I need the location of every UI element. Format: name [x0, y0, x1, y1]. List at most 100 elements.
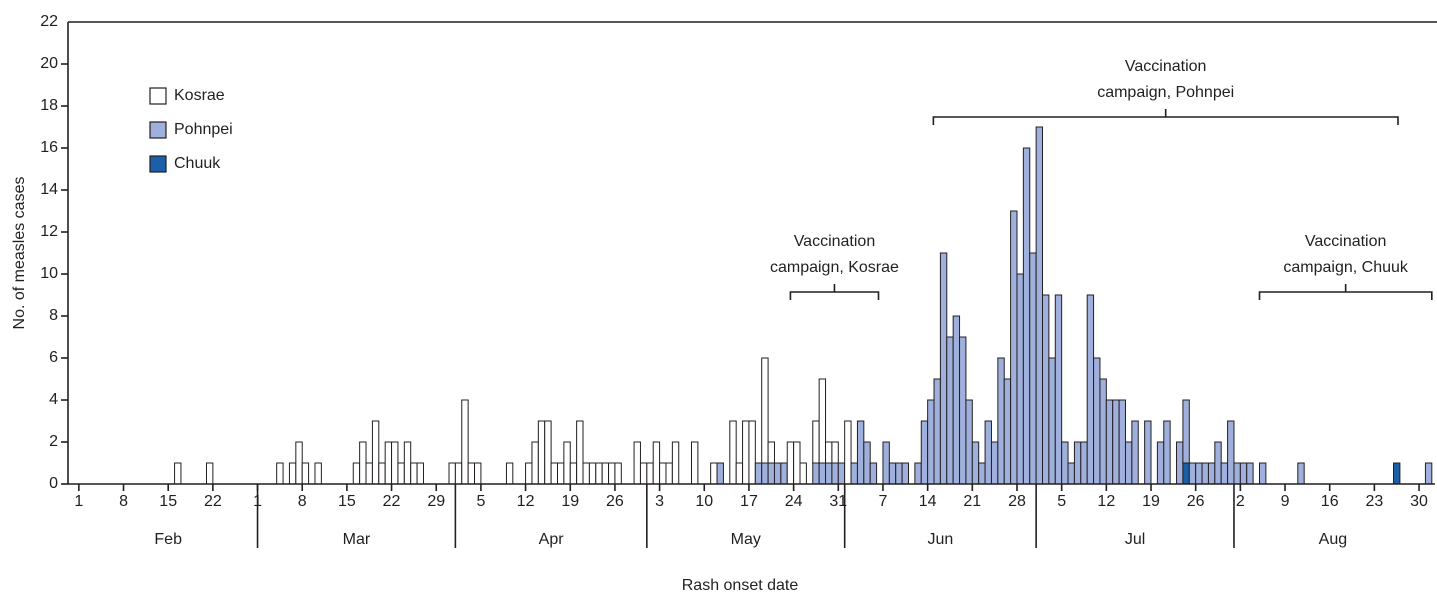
bar-segment — [556, 462, 565, 485]
bar-segment — [914, 462, 922, 485]
bar-segment — [984, 420, 992, 485]
bar-segment — [773, 462, 782, 485]
bar-segment — [563, 441, 571, 485]
y-tick-label: 0 — [49, 475, 58, 492]
month-label: Jul — [1125, 531, 1145, 548]
bar-segment — [901, 462, 909, 485]
bar-segment — [652, 441, 661, 485]
month-label: Aug — [1319, 531, 1347, 548]
bar-segment — [825, 441, 833, 464]
bar-segment — [710, 462, 718, 485]
bar-segment — [301, 462, 310, 485]
bar-segment — [1080, 441, 1088, 485]
bar-segment — [633, 441, 641, 485]
x-tick-label: 19 — [561, 493, 579, 510]
x-tick-label: 26 — [606, 493, 624, 510]
bar-segment — [1201, 462, 1209, 485]
bar-segment — [454, 462, 463, 485]
bar-segment — [505, 462, 514, 485]
y-tick-label: 22 — [40, 13, 58, 30]
x-tick-label: 7 — [879, 493, 888, 510]
x-tick-label: 24 — [785, 493, 803, 510]
bar-segment — [1424, 462, 1433, 485]
bar-segment — [1188, 462, 1197, 485]
bar-segment — [978, 462, 986, 485]
y-tick-label: 18 — [40, 97, 58, 114]
bar-segment — [1073, 441, 1082, 485]
y-tick-label: 20 — [40, 55, 58, 72]
bar-segment — [1131, 420, 1139, 485]
bar-segment — [767, 462, 775, 485]
bar-segment — [920, 420, 929, 485]
bar-segment — [691, 441, 699, 485]
bar-segment — [1042, 294, 1050, 485]
x-tick-label: 31 — [829, 493, 847, 510]
bar-segment — [825, 462, 833, 485]
x-tick-label: 5 — [476, 493, 485, 510]
x-tick-label: 23 — [1365, 493, 1383, 510]
bar-segment — [314, 462, 322, 485]
bar-segment — [276, 462, 284, 485]
bar-segment — [1239, 462, 1248, 485]
bar-segment — [780, 462, 788, 485]
bar-segment — [288, 462, 297, 485]
bar-segment — [639, 462, 648, 485]
bar-segment — [671, 441, 680, 485]
y-axis-label: No. of measles cases — [11, 177, 28, 330]
y-tick-label: 14 — [40, 181, 58, 198]
bar-segment — [576, 420, 584, 485]
bar-segment — [595, 462, 603, 485]
y-tick-label: 6 — [49, 349, 58, 366]
bar-segment — [467, 462, 476, 485]
x-tick-label: 8 — [119, 493, 128, 510]
x-tick-label: 29 — [427, 493, 445, 510]
legend-label: Pohnpei — [174, 121, 233, 138]
bar-segment — [384, 441, 393, 485]
bar-segment — [1207, 462, 1216, 485]
bar-segment — [799, 462, 807, 485]
bar-segment — [761, 357, 769, 464]
x-tick-label: 10 — [695, 493, 713, 510]
x-tick-label: 3 — [655, 493, 664, 510]
bar-segment — [735, 462, 744, 485]
legend-label: Kosrae — [174, 87, 225, 104]
x-tick-label: 22 — [383, 493, 401, 510]
bar-segment — [1048, 357, 1056, 485]
x-tick-label: 12 — [1097, 493, 1115, 510]
bar-segment — [1182, 462, 1190, 485]
bar-segment — [716, 462, 724, 485]
bar-segment — [1010, 210, 1018, 485]
bar-segment — [965, 399, 973, 485]
bar-segment — [1176, 441, 1184, 485]
bar-segment — [588, 462, 597, 485]
bar-segment — [537, 420, 546, 485]
bar-segment — [365, 462, 373, 485]
bar-segment — [1099, 378, 1107, 485]
x-tick-label: 19 — [1142, 493, 1160, 510]
bar-segment — [927, 399, 935, 485]
bar-segment — [569, 462, 578, 485]
x-tick-label: 16 — [1321, 493, 1339, 510]
bar-segment — [1118, 399, 1126, 485]
bar-segment — [1086, 294, 1095, 485]
annotation-text: campaign, Chuuk — [1283, 259, 1409, 276]
x-tick-label: 8 — [298, 493, 307, 510]
bar-segment — [1016, 273, 1024, 485]
bar-segment — [1214, 441, 1222, 485]
bar-segment — [869, 462, 878, 485]
bar-segment — [665, 462, 673, 485]
annotation-text: campaign, Pohnpei — [1097, 84, 1234, 101]
bar-segment — [205, 462, 214, 485]
bar-segment — [818, 378, 827, 464]
bar-segment — [1144, 420, 1152, 485]
bar-segment — [812, 420, 820, 464]
bar-segment — [933, 378, 941, 485]
bar-segment — [1061, 441, 1069, 485]
x-tick-label: 28 — [1008, 493, 1026, 510]
bar-segment — [850, 462, 858, 485]
bar-segment — [1124, 441, 1133, 485]
bar-segment — [844, 420, 852, 485]
annotation-text: Vaccination — [1305, 233, 1387, 250]
bar-segment — [1029, 252, 1037, 485]
bar-segment — [1233, 462, 1241, 485]
